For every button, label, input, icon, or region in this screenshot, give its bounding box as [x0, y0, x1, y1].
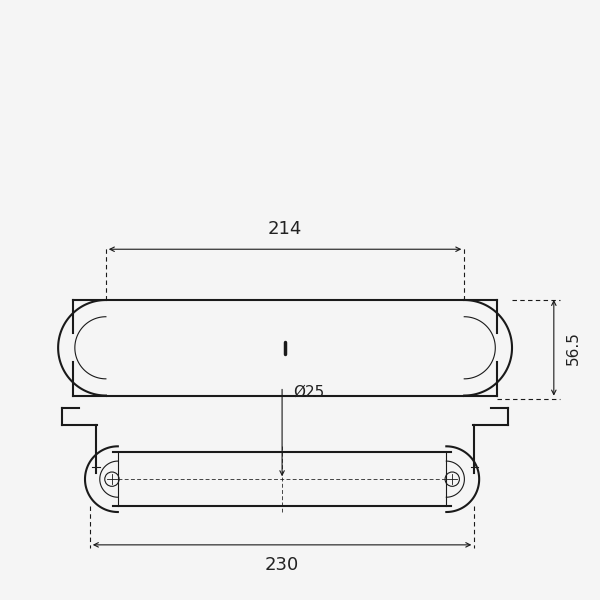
Text: 214: 214 — [268, 220, 302, 238]
Text: 230: 230 — [265, 556, 299, 574]
Text: 56.5: 56.5 — [566, 331, 581, 365]
Text: Ø25: Ø25 — [293, 385, 324, 400]
